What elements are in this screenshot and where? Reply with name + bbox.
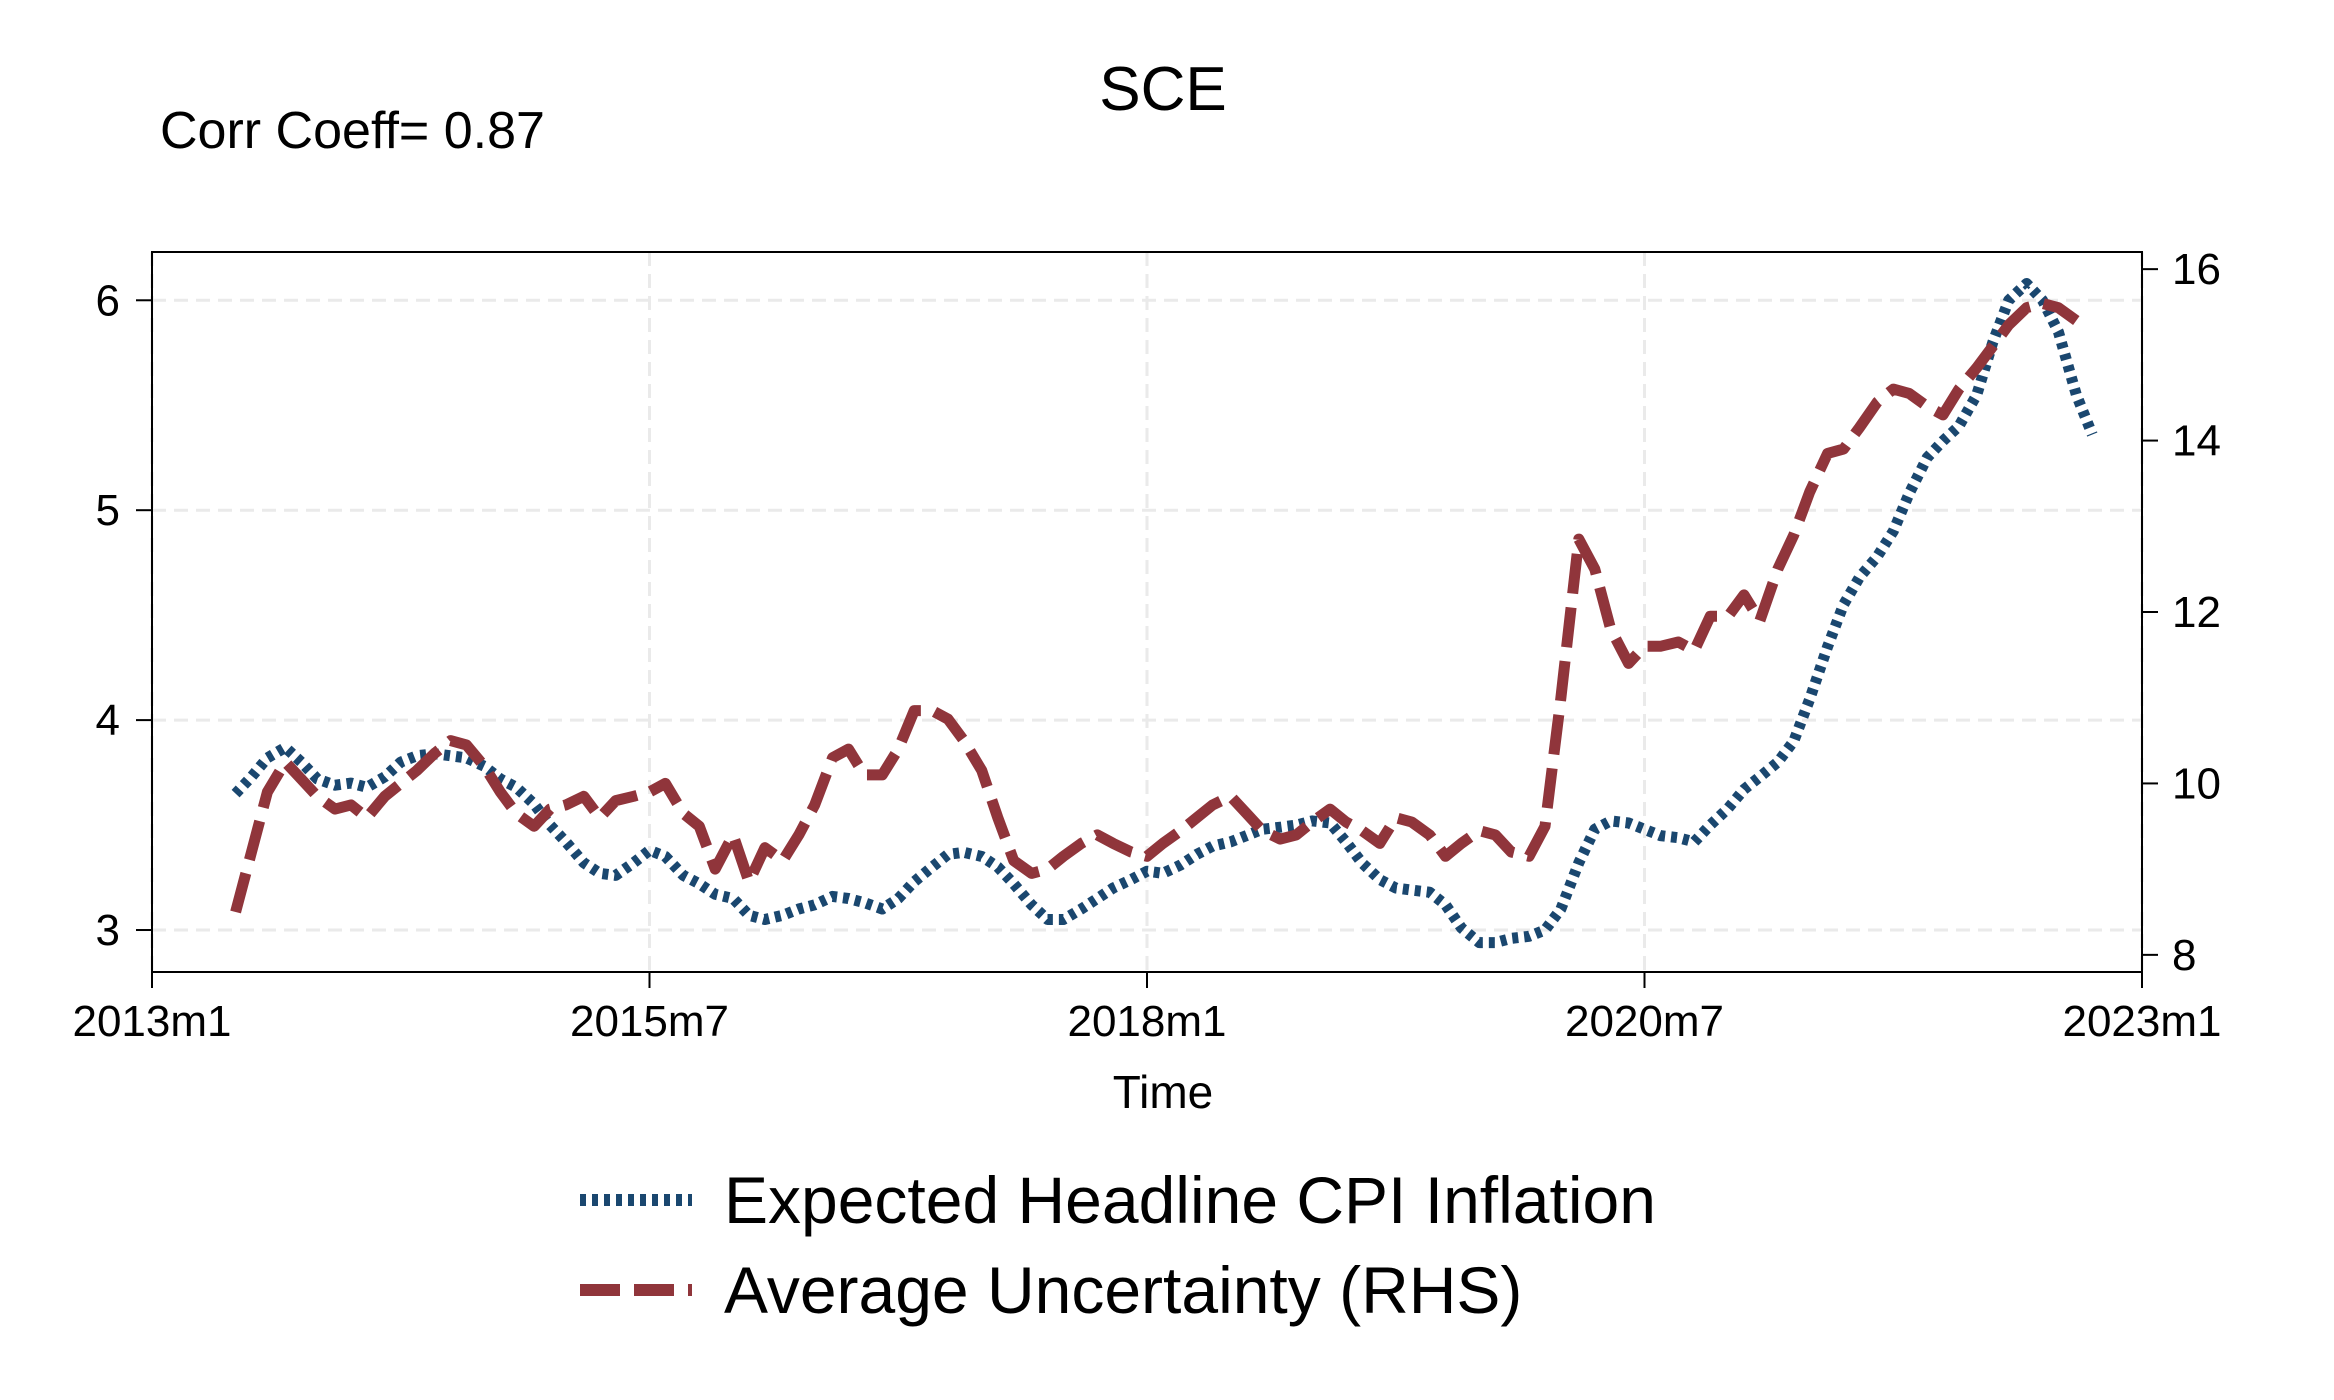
y-tick-label: 5 bbox=[96, 486, 120, 535]
chart-title: SCE bbox=[1099, 55, 1226, 124]
x-tick-label: 2023m1 bbox=[2062, 997, 2221, 1046]
x-axis-title: Time bbox=[1113, 1066, 1214, 1118]
series-layer bbox=[230, 278, 2098, 949]
y2-tick-label: 8 bbox=[2172, 931, 2196, 980]
x-tick-label: 2015m7 bbox=[570, 997, 729, 1046]
y2-tick-label: 10 bbox=[2172, 759, 2221, 808]
chart-subtitle: Corr Coeff= 0.87 bbox=[160, 102, 545, 160]
y2-tick-label: 14 bbox=[2172, 417, 2221, 466]
series-line-2 bbox=[230, 297, 2080, 914]
y-tick-label: 6 bbox=[96, 276, 120, 325]
legend-label: Expected Headline CPI Inflation bbox=[724, 1163, 1656, 1237]
y2-tick-label: 16 bbox=[2172, 245, 2221, 294]
x-tick-label: 2013m1 bbox=[72, 997, 231, 1046]
x-tick-label: 2020m7 bbox=[1565, 997, 1724, 1046]
y-tick-label: 3 bbox=[96, 906, 120, 955]
legend: Expected Headline CPI Inflation Average U… bbox=[580, 1163, 1656, 1327]
axes: 2013m1 2015m7 2018m1 2020m7 2023m1 3 4 5 6 8 10 12 1… bbox=[72, 245, 2221, 1046]
x-tick-label: 2018m1 bbox=[1067, 997, 1226, 1046]
legend-label: Average Uncertainty (RHS) bbox=[724, 1253, 1522, 1327]
y-tick-label: 4 bbox=[96, 696, 120, 745]
y2-tick-label: 12 bbox=[2172, 588, 2221, 637]
